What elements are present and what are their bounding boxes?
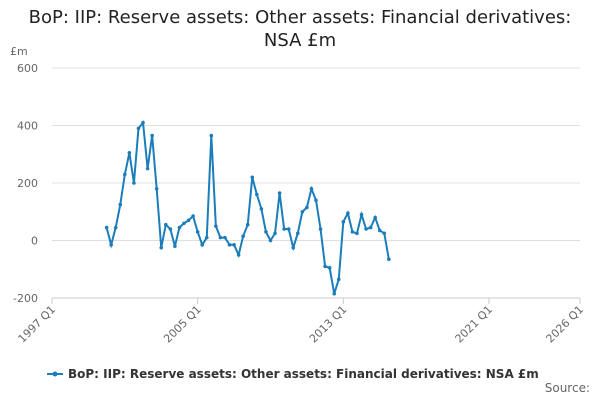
- data-point: [209, 133, 214, 138]
- data-point: [154, 186, 159, 191]
- data-point: [259, 207, 264, 211]
- data-point: [182, 221, 186, 226]
- data-point: [314, 198, 318, 203]
- data-point: [318, 227, 323, 231]
- data-point: [250, 175, 255, 180]
- x-tick-label: 1997 Q1: [16, 303, 59, 346]
- data-point: [241, 234, 245, 238]
- data-point: [141, 120, 145, 125]
- data-point: [282, 227, 286, 231]
- data-point: [355, 231, 359, 236]
- y-tick-label: -200: [13, 292, 38, 305]
- data-point: [268, 238, 273, 243]
- data-point: [346, 211, 350, 215]
- data-point: [104, 225, 109, 230]
- data-point: [373, 215, 377, 220]
- data-point: [336, 277, 341, 282]
- data-point: [368, 225, 373, 230]
- data-point: [109, 243, 113, 247]
- legend-label: BoP: IIP: Reserve assets: Other assets: …: [68, 367, 539, 381]
- data-point: [223, 235, 227, 240]
- data-point: [200, 243, 205, 247]
- data-point: [113, 225, 118, 230]
- data-point: [227, 243, 232, 247]
- x-tick-label: 2021 Q1: [453, 303, 496, 346]
- data-point: [332, 291, 337, 296]
- data-point: [300, 209, 305, 214]
- data-point: [163, 222, 168, 227]
- data-point: [195, 230, 200, 234]
- data-point: [255, 192, 259, 197]
- x-tick-label: 2013 Q1: [307, 303, 350, 346]
- data-point: [132, 181, 136, 185]
- data-point: [387, 257, 391, 261]
- data-point: [273, 231, 277, 236]
- data-point: [123, 172, 127, 177]
- data-point: [327, 266, 332, 270]
- data-point: [359, 212, 364, 217]
- data-point: [236, 253, 241, 257]
- data-point: [173, 244, 177, 249]
- y-tick-label: 600: [17, 62, 38, 75]
- y-tick-label: 0: [31, 235, 38, 248]
- data-point: [168, 227, 173, 231]
- data-point: [377, 228, 382, 233]
- data-point: [286, 227, 291, 231]
- data-point: [186, 218, 191, 223]
- data-point: [136, 126, 141, 131]
- data-point: [204, 235, 209, 240]
- source: Source:: [545, 381, 590, 395]
- x-tick-label: 2026 Q1: [544, 303, 587, 346]
- data-point: [305, 205, 309, 210]
- y-tick-label: 400: [17, 120, 38, 133]
- data-point: [245, 222, 250, 227]
- data-point: [218, 235, 223, 240]
- series-line: [105, 120, 390, 294]
- data-point: [159, 245, 164, 250]
- chart-title: BoP: IIP: Reserve assets: Other assets: …: [28, 7, 572, 51]
- data-point: [118, 202, 123, 207]
- data-point: [177, 225, 182, 230]
- y-unit-label: £m: [10, 45, 28, 58]
- data-point: [364, 227, 368, 231]
- data-point: [277, 191, 282, 195]
- data-point: [350, 230, 355, 234]
- y-tick-label: 200: [17, 177, 38, 190]
- data-point: [145, 166, 150, 171]
- data-point: [309, 186, 314, 191]
- data-point: [295, 231, 300, 236]
- data-point: [127, 151, 132, 155]
- data-point: [191, 214, 195, 218]
- data-point: [264, 230, 268, 234]
- data-point: [232, 243, 236, 247]
- data-point: [382, 231, 387, 236]
- legend-marker: [52, 371, 58, 377]
- data-point: [341, 220, 346, 224]
- data-point: [150, 133, 154, 138]
- x-tick-label: 2005 Q1: [161, 303, 204, 346]
- data-point: [214, 224, 218, 228]
- data-point: [323, 264, 327, 269]
- data-point: [291, 245, 296, 250]
